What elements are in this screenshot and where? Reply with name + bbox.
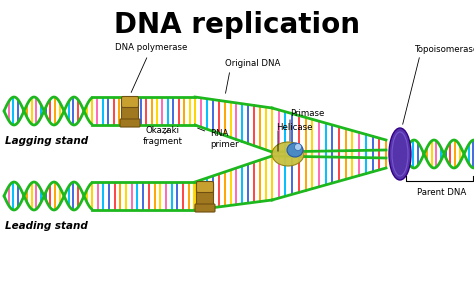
Text: RNA
primer: RNA primer bbox=[198, 128, 238, 149]
Ellipse shape bbox=[294, 144, 301, 150]
Text: Topoisomerase: Topoisomerase bbox=[415, 44, 474, 54]
Text: Leading stand: Leading stand bbox=[5, 221, 88, 231]
Text: Primase: Primase bbox=[290, 110, 324, 118]
Ellipse shape bbox=[272, 142, 304, 166]
FancyBboxPatch shape bbox=[121, 97, 138, 125]
FancyBboxPatch shape bbox=[195, 204, 215, 212]
Text: Okazaki
fragment: Okazaki fragment bbox=[143, 126, 183, 146]
Text: Lagging stand: Lagging stand bbox=[5, 136, 88, 146]
Ellipse shape bbox=[389, 128, 411, 180]
Text: Helicase: Helicase bbox=[276, 123, 312, 133]
Ellipse shape bbox=[287, 143, 303, 157]
FancyBboxPatch shape bbox=[197, 183, 213, 210]
Text: Parent DNA: Parent DNA bbox=[417, 188, 466, 197]
Text: DNA replication: DNA replication bbox=[114, 11, 360, 39]
Text: DNA polymerase: DNA polymerase bbox=[115, 44, 187, 92]
FancyBboxPatch shape bbox=[121, 96, 138, 107]
FancyBboxPatch shape bbox=[197, 181, 213, 192]
Text: Original DNA: Original DNA bbox=[225, 59, 281, 67]
FancyBboxPatch shape bbox=[120, 119, 140, 127]
